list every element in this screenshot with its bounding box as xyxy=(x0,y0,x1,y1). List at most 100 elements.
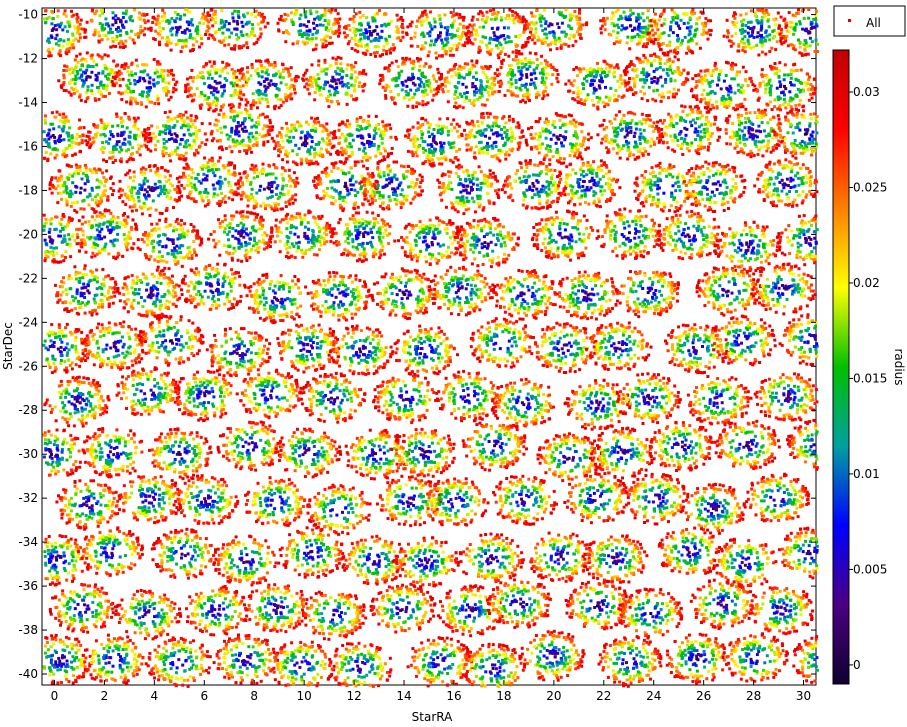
data-point xyxy=(642,136,646,140)
data-point xyxy=(655,88,659,92)
data-point xyxy=(741,48,745,52)
data-point xyxy=(381,78,385,82)
data-point xyxy=(276,97,280,101)
data-point xyxy=(569,26,573,30)
data-point xyxy=(265,68,269,72)
data-point xyxy=(111,40,115,43)
data-point xyxy=(116,30,120,34)
data-point xyxy=(323,19,327,22)
data-point xyxy=(416,44,420,48)
data-point xyxy=(476,98,480,101)
data-point xyxy=(610,121,613,125)
data-point xyxy=(284,67,288,71)
data-point xyxy=(222,85,226,89)
data-point xyxy=(79,149,82,153)
data-point xyxy=(192,132,196,136)
data-point xyxy=(627,64,631,68)
data-point xyxy=(176,27,180,31)
data-point xyxy=(521,18,525,22)
data-point xyxy=(634,91,638,95)
data-point xyxy=(446,133,450,137)
data-point xyxy=(514,15,518,19)
data-point xyxy=(161,8,165,12)
data-point xyxy=(271,125,275,129)
data-point xyxy=(215,97,219,101)
data-point xyxy=(453,92,457,96)
data-point xyxy=(538,143,542,147)
data-point xyxy=(329,63,333,67)
data-point xyxy=(810,87,813,91)
data-point xyxy=(653,31,657,35)
data-point xyxy=(688,16,692,20)
data-point xyxy=(662,31,666,35)
data-point xyxy=(239,91,243,94)
data-point xyxy=(103,134,107,138)
data-point xyxy=(67,138,71,142)
data-point xyxy=(149,28,153,32)
data-point xyxy=(114,45,118,48)
data-point xyxy=(524,41,528,45)
data-point xyxy=(406,78,410,82)
data-point xyxy=(47,38,51,42)
data-point xyxy=(466,25,470,29)
data-point xyxy=(118,150,122,154)
data-point xyxy=(619,17,623,20)
data-point xyxy=(184,141,188,145)
data-point xyxy=(453,105,456,109)
data-point xyxy=(730,77,734,81)
data-point xyxy=(69,144,73,148)
data-point xyxy=(99,80,103,84)
data-point xyxy=(374,154,378,158)
data-point xyxy=(169,159,173,163)
data-point xyxy=(425,93,429,96)
data-point xyxy=(575,30,579,34)
data-point xyxy=(139,25,143,29)
data-point xyxy=(434,51,438,55)
data-point xyxy=(333,93,336,97)
data-point xyxy=(63,64,67,68)
data-point xyxy=(605,62,609,66)
data-point xyxy=(233,70,237,74)
data-point xyxy=(524,58,528,62)
data-point xyxy=(814,18,818,21)
data-point xyxy=(769,100,773,104)
data-point xyxy=(464,41,467,45)
data-point xyxy=(507,136,511,140)
data-point xyxy=(626,88,630,92)
data-point xyxy=(652,140,656,144)
data-point xyxy=(78,52,82,56)
data-point xyxy=(726,93,730,97)
data-point xyxy=(440,127,444,131)
data-point xyxy=(455,106,459,110)
data-point xyxy=(552,34,556,38)
data-point xyxy=(313,129,317,133)
data-point xyxy=(783,63,787,67)
data-point xyxy=(400,81,404,84)
data-point xyxy=(249,74,253,78)
data-point xyxy=(293,91,297,95)
data-point xyxy=(530,33,534,37)
data-point xyxy=(233,45,236,49)
data-point xyxy=(186,116,190,120)
data-point xyxy=(109,133,113,137)
data-point xyxy=(180,138,184,141)
data-point xyxy=(289,66,293,70)
data-point xyxy=(158,130,162,134)
data-point xyxy=(82,80,86,84)
data-point xyxy=(598,96,602,100)
data-point xyxy=(382,44,386,48)
data-point xyxy=(383,158,387,161)
data-point xyxy=(700,93,704,97)
data-point xyxy=(226,137,230,141)
data-point xyxy=(453,97,457,101)
data-point xyxy=(192,139,196,143)
data-point xyxy=(470,18,474,22)
data-point xyxy=(178,142,182,146)
data-point xyxy=(643,56,647,60)
data-point xyxy=(223,23,227,27)
data-point xyxy=(245,33,249,36)
data-point xyxy=(471,123,475,127)
data-point xyxy=(490,128,494,132)
data-point xyxy=(629,13,633,17)
data-point xyxy=(540,15,544,18)
